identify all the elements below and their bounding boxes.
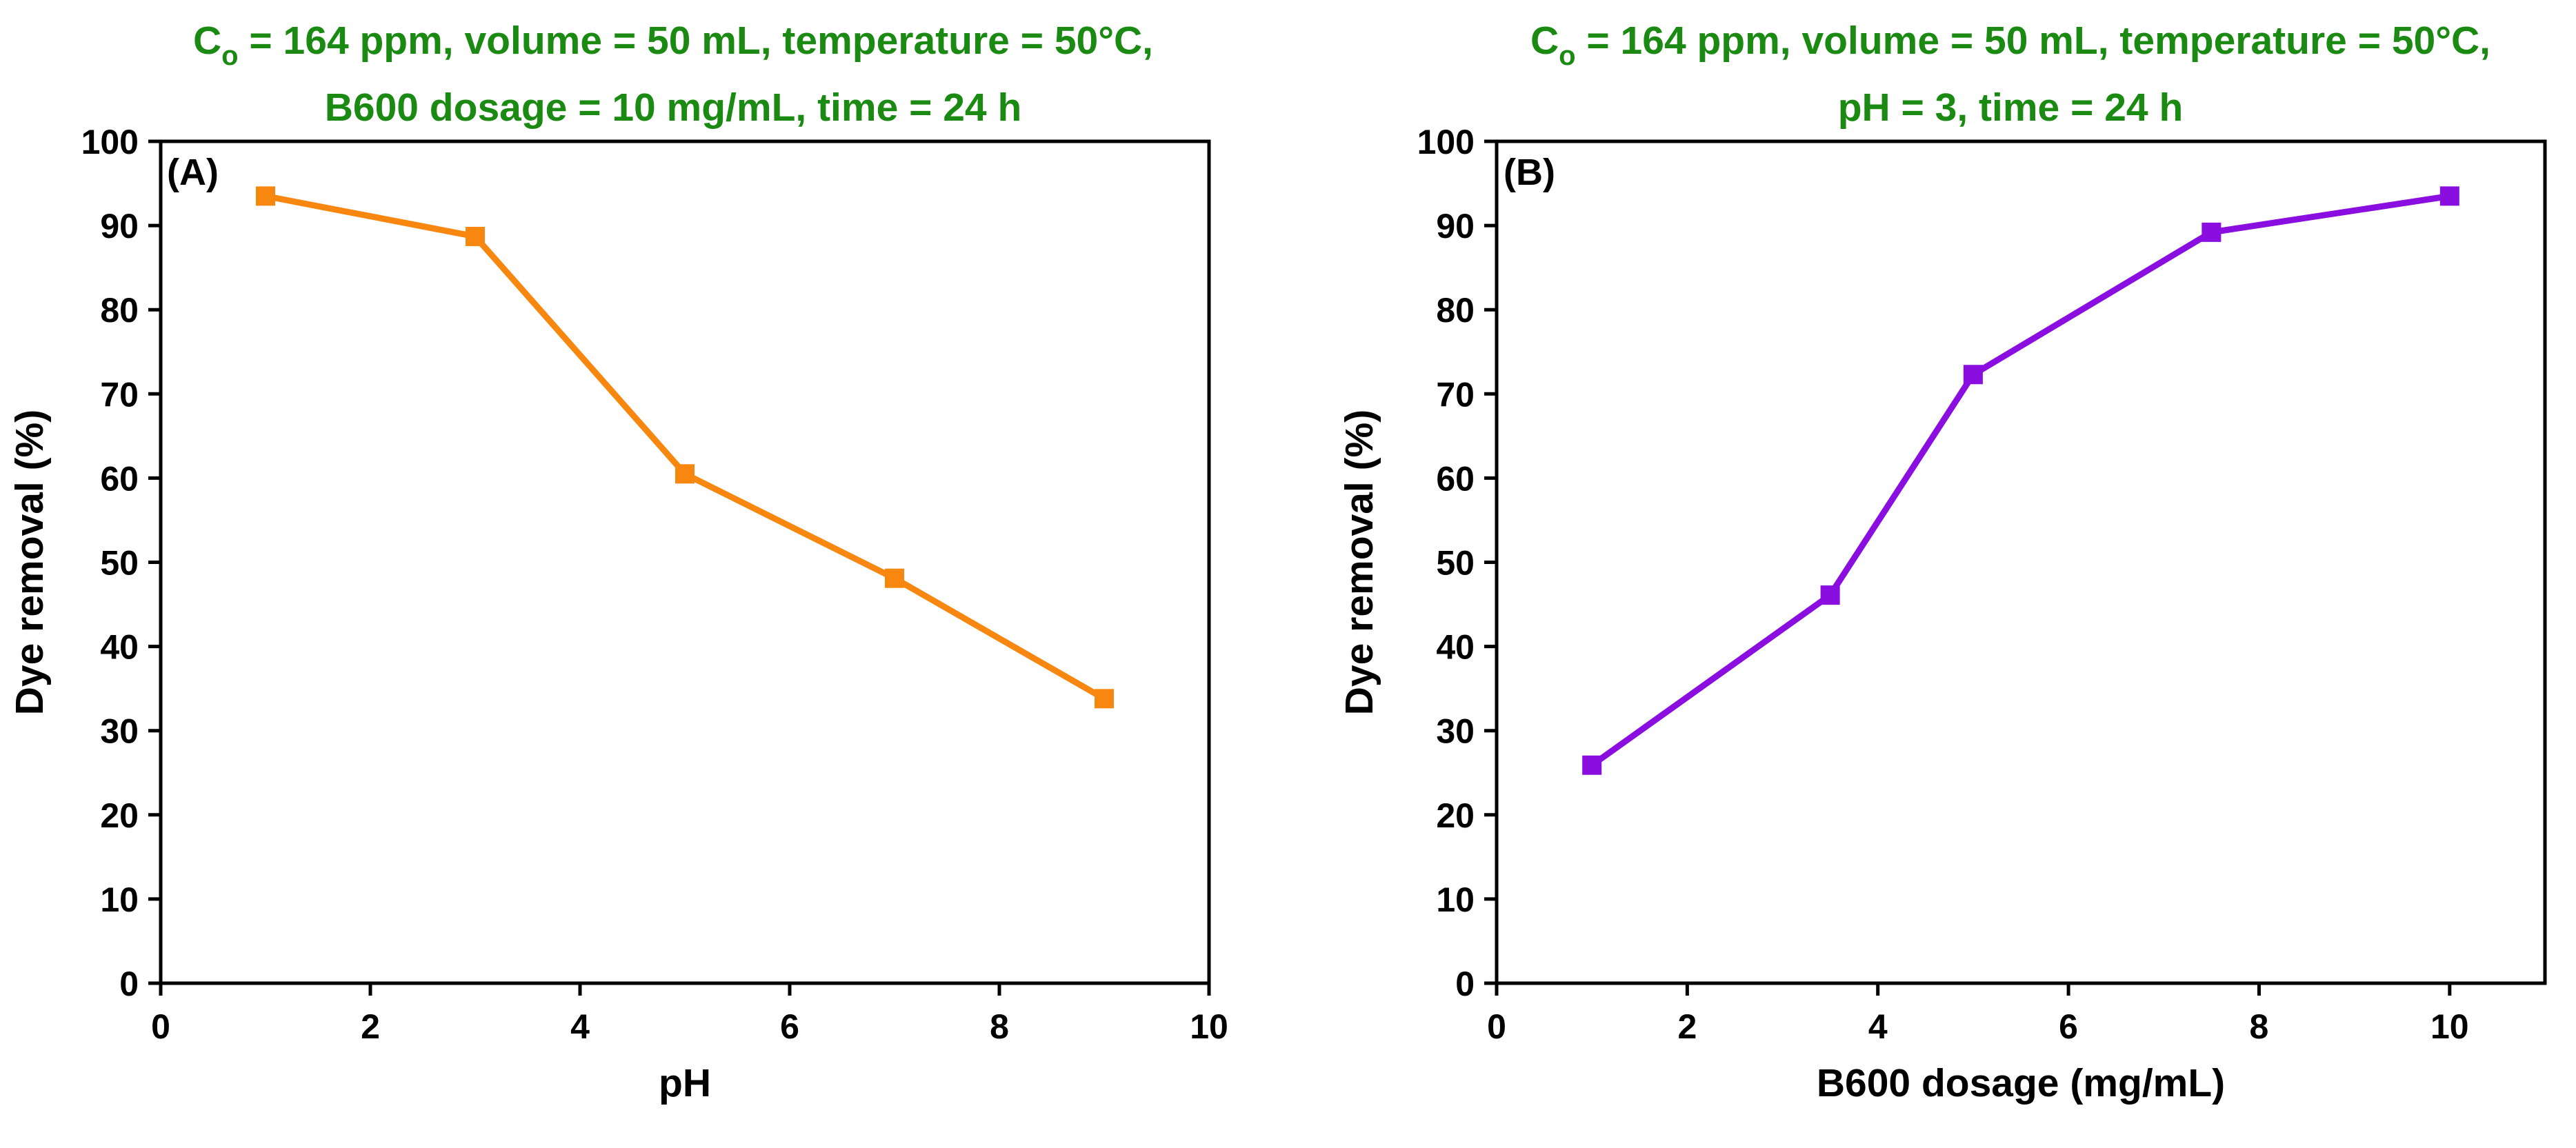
y-tick-label: 100 [81,123,139,161]
conditions-line-1: Co = 164 ppm, volume = 50 mL, temperatur… [193,19,1153,71]
x-tick-label: 10 [1190,1007,1228,1046]
y-tick-label: 70 [100,375,139,414]
data-point [1095,689,1114,709]
conditions-line-2: pH = 3, time = 24 h [1838,85,2184,130]
plot-frame [1495,139,2547,985]
data-point [885,568,904,588]
data-point [1820,585,1840,605]
x-axis-label: B600 dosage (mg/mL) [1817,1061,2225,1105]
y-tick-label: 80 [1436,291,1475,330]
conditions-line-2: B600 dosage = 10 mg/mL, time = 24 h [325,85,1022,130]
panel-b: Co = 164 ppm, volume = 50 mL, temperatur… [1337,19,2547,1105]
x-tick-label: 0 [151,1007,170,1046]
panel-label: (B) [1504,152,1555,193]
x-tick-label: 4 [1868,1007,1888,1046]
x-tick-label: 2 [361,1007,380,1046]
conditions-rest: = 164 ppm, volume = 50 mL, temperature =… [239,19,1153,63]
y-tick-label: 90 [100,207,139,245]
y-tick-label: 40 [100,628,139,667]
plot-frame [159,139,1211,985]
data-point [1963,365,1983,385]
conditions-line-1: Co = 164 ppm, volume = 50 mL, temperatur… [1530,19,2490,71]
x-tick-label: 2 [1677,1007,1697,1046]
y-tick-label: 0 [1455,965,1475,1003]
data-point [2201,222,2221,242]
panel-a: Co = 164 ppm, volume = 50 mL, temperatur… [8,19,1228,1105]
y-tick-label: 10 [100,880,139,919]
y-tick-label: 50 [100,544,139,583]
conditions-subscript: o [221,41,238,71]
y-tick-label: 40 [1436,628,1475,667]
y-axis-label: Dye removal (%) [8,410,52,716]
y-tick-label: 20 [100,796,139,835]
y-tick-label: 90 [1436,207,1475,245]
series-line [265,192,1106,702]
conditions-c-symbol: C [1530,19,1559,63]
x-tick-label: 10 [2430,1007,2469,1046]
y-tick-label: 0 [119,965,139,1003]
x-tick-label: 6 [780,1007,799,1046]
y-tick-label: 30 [100,712,139,751]
y-tick-label: 30 [1436,712,1475,751]
x-tick-label: 0 [1487,1007,1506,1046]
x-tick-label: 4 [570,1007,590,1046]
y-tick-label: 60 [1436,459,1475,498]
x-axis-label: pH [659,1061,711,1105]
data-point [675,464,695,484]
y-tick-label: 10 [1436,880,1475,919]
conditions-rest: = 164 ppm, volume = 50 mL, temperature =… [1576,19,2490,63]
data-point [2439,186,2459,206]
data-point [256,186,275,206]
series-line [1590,192,2450,768]
x-tick-label: 6 [2059,1007,2078,1046]
y-tick-label: 50 [1436,544,1475,583]
y-tick-label: 60 [100,459,139,498]
x-tick-label: 8 [2250,1007,2269,1046]
y-tick-label: 20 [1436,796,1475,835]
y-tick-label: 70 [1436,375,1475,414]
data-point [1582,755,1602,775]
x-tick-label: 8 [990,1007,1009,1046]
y-tick-label: 80 [100,291,139,330]
y-axis-label: Dye removal (%) [1337,410,1381,716]
conditions-c-symbol: C [193,19,221,63]
data-point [466,226,485,246]
conditions-subscript: o [1559,41,1575,71]
y-tick-label: 100 [1417,123,1475,161]
panel-label: (A) [167,152,219,193]
